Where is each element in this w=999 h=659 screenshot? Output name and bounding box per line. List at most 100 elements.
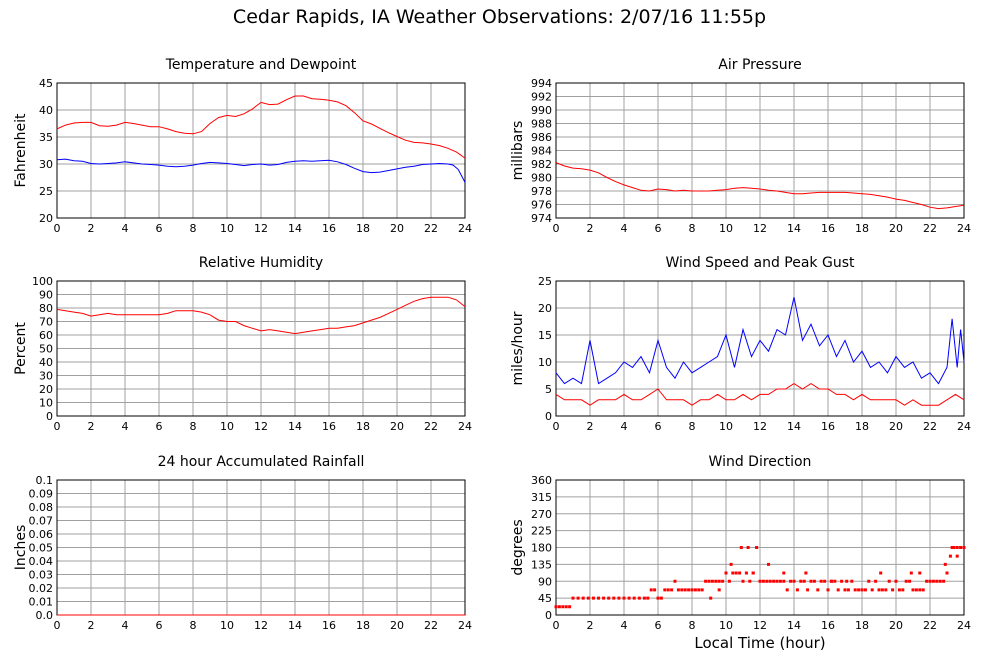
direction-point <box>746 546 750 549</box>
x-tick-label: 14 <box>787 619 801 632</box>
plot-frame <box>56 280 466 417</box>
direction-point <box>571 596 575 600</box>
direction-point <box>748 579 752 583</box>
series-line-pressure-0 <box>555 162 965 210</box>
direction-point <box>775 579 779 583</box>
direction-point <box>727 579 731 583</box>
direction-point <box>850 579 854 583</box>
direction-point <box>931 579 935 583</box>
direction-point <box>670 588 674 592</box>
direction-point <box>884 588 888 592</box>
y-tick-label: 90 <box>39 289 53 302</box>
x-tick-label: 22 <box>424 619 438 632</box>
y-tick-label: 25 <box>538 275 552 288</box>
direction-point <box>693 588 697 592</box>
chart-temp: 0 2 4 6 8 10 12 14 16 18 20 22 24202530354045Tempera… <box>13 57 472 235</box>
x-tick-label: 6 <box>156 619 163 632</box>
x-tick-label: 4 <box>621 420 628 433</box>
series-line-humidity-0 <box>56 296 466 335</box>
y-tick-label: 0 <box>46 410 53 423</box>
direction-point <box>561 605 565 609</box>
direction-point <box>918 571 922 575</box>
direction-point <box>806 588 810 592</box>
y-tick-label: 40 <box>39 104 53 117</box>
x-tick-label: 22 <box>424 420 438 433</box>
direction-point <box>576 596 580 600</box>
direction-point <box>782 579 786 583</box>
direction-point <box>867 579 871 583</box>
y-tick-label: 20 <box>538 302 552 315</box>
direction-point <box>819 579 823 583</box>
x-tick-label: 16 <box>322 619 336 632</box>
direction-point <box>683 588 687 592</box>
x-tick-label: 20 <box>390 619 404 632</box>
x-tick-label: 20 <box>390 420 404 433</box>
direction-point <box>659 596 663 600</box>
x-tick-label: 6 <box>156 222 163 235</box>
x-tick-label: 12 <box>753 619 767 632</box>
plot-frame <box>555 82 965 219</box>
x-tick-label: 10 <box>719 420 733 433</box>
x-tick-label: 8 <box>190 222 197 235</box>
y-tick-label: 5 <box>545 383 552 396</box>
x-tick-label: 24 <box>458 619 472 632</box>
y-tick-label: 35 <box>39 131 53 144</box>
y-tick-label: 0.02 <box>29 582 54 595</box>
x-tick-label: 0 <box>54 420 61 433</box>
direction-point <box>704 579 708 583</box>
x-tick-label: 8 <box>689 619 696 632</box>
direction-point <box>943 562 947 566</box>
x-tick-label: 14 <box>288 619 302 632</box>
y-tick-label: 10 <box>39 397 53 410</box>
x-tick-label: 20 <box>889 619 903 632</box>
y-tick-label: 315 <box>531 491 552 504</box>
y-tick-label: 978 <box>531 185 552 198</box>
direction-point <box>909 571 913 575</box>
direction-point <box>928 579 932 583</box>
global-x-axis-label: Local Time (hour) <box>694 634 826 652</box>
direction-point <box>761 579 765 583</box>
chart-pressure: 0 2 4 6 8 10 12 14 16 18 20 22 249749769789809829849… <box>510 57 971 235</box>
y-tick-label: 992 <box>531 91 552 104</box>
y-tick-label: 20 <box>39 383 53 396</box>
direction-point <box>948 554 952 558</box>
x-tick-label: 8 <box>689 222 696 235</box>
direction-point <box>894 579 898 583</box>
x-tick-label: 4 <box>621 619 628 632</box>
x-tick-label: 12 <box>254 619 268 632</box>
direction-point <box>714 579 718 583</box>
chart-title: 24 hour Accumulated Rainfall <box>158 454 365 470</box>
direction-point <box>952 546 956 549</box>
direction-point <box>802 579 806 583</box>
series-line-wind-0 <box>555 297 965 385</box>
y-tick-label: 984 <box>531 145 552 158</box>
x-tick-label: 0 <box>553 420 560 433</box>
x-tick-label: 14 <box>288 222 302 235</box>
y-tick-label: 0.06 <box>29 528 54 541</box>
x-tick-label: 20 <box>889 222 903 235</box>
direction-point <box>649 588 653 592</box>
direction-point <box>680 588 684 592</box>
direction-point <box>857 588 861 592</box>
x-tick-label: 24 <box>957 420 971 433</box>
y-tick-label: 10 <box>538 356 552 369</box>
direction-point <box>799 579 803 583</box>
direction-point <box>666 588 670 592</box>
x-tick-label: 4 <box>621 222 628 235</box>
x-tick-label: 22 <box>923 619 937 632</box>
x-tick-label: 2 <box>88 222 95 235</box>
direction-point <box>955 554 959 558</box>
y-tick-label: 20 <box>39 212 53 225</box>
x-tick-label: 16 <box>322 222 336 235</box>
direction-point <box>673 579 677 583</box>
x-tick-label: 18 <box>855 420 869 433</box>
x-tick-label: 18 <box>356 420 370 433</box>
x-tick-label: 0 <box>553 619 560 632</box>
direction-point <box>597 596 600 600</box>
y-tick-label: 0.09 <box>29 488 54 501</box>
direction-point <box>642 596 646 600</box>
direction-point <box>721 579 725 583</box>
direction-point <box>744 571 748 575</box>
direction-point <box>789 579 793 583</box>
